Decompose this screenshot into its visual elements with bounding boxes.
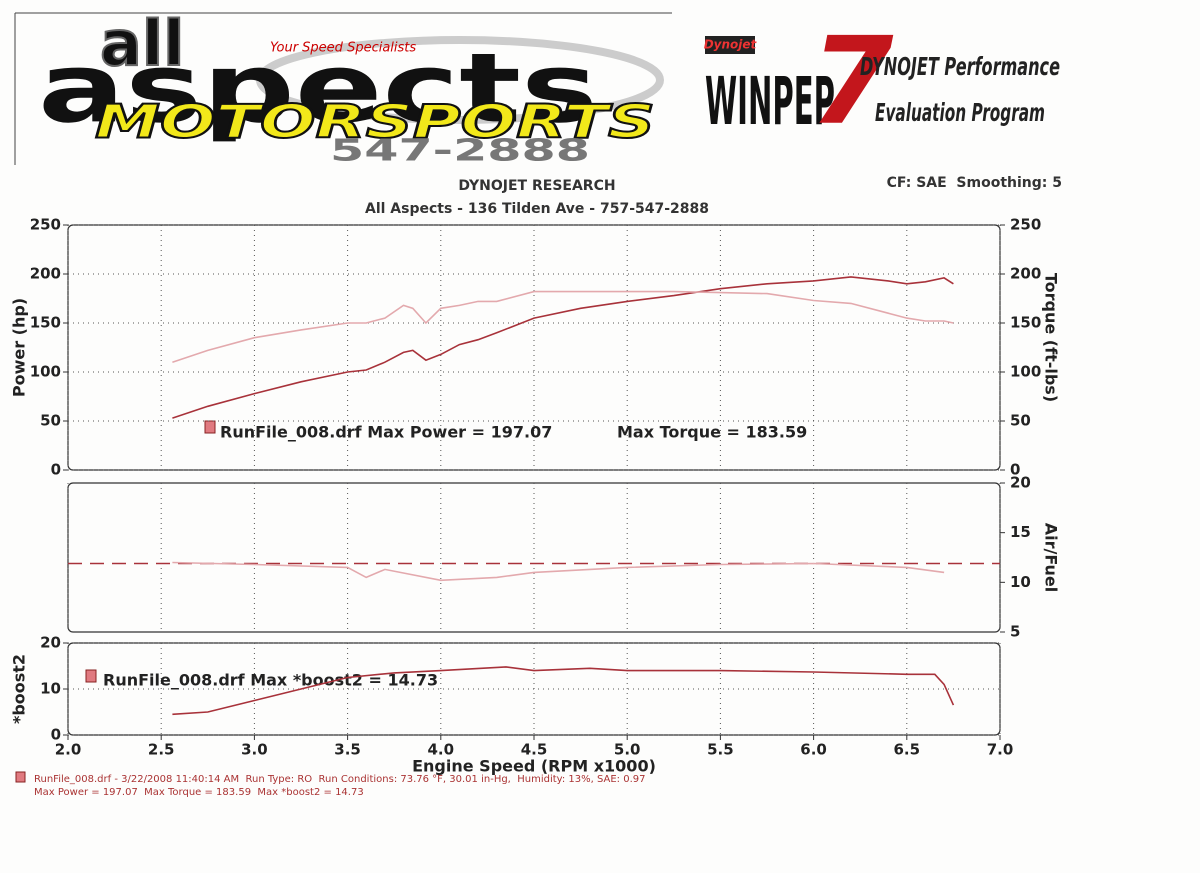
y2-axis-label: Torque (ft-lbs) (1042, 273, 1061, 402)
x-tick-label: 4.5 (521, 741, 548, 759)
y2-tick-label: 10 (1010, 573, 1031, 591)
logo-phone: 547-2888 (330, 134, 590, 169)
x-tick-label: 5.0 (614, 741, 641, 759)
winpep-version: 7 (810, 13, 894, 152)
x-axis-label: Engine Speed (RPM x1000) (412, 757, 656, 776)
y-tick-label: 250 (30, 216, 61, 234)
data-line (172, 290, 954, 363)
logo-swoosh (256, 36, 664, 124)
winpep-name: WINPEP (705, 63, 835, 140)
y2-tick-label: 50 (1010, 412, 1031, 430)
y-tick-label: 200 (30, 265, 61, 283)
data-line (172, 561, 945, 582)
chart-title: DYNOJET RESEARCH (458, 178, 615, 194)
y2-tick-label: 200 (1010, 265, 1041, 283)
y-tick-label: 10 (40, 680, 61, 698)
y2-tick-label: 15 (1010, 523, 1031, 541)
x-tick-label: 6.0 (800, 741, 827, 759)
y2-tick-label: 150 (1010, 314, 1041, 332)
y2-tick-label: 250 (1010, 216, 1041, 234)
logo-small: all (100, 7, 184, 80)
y-axis-label: *boost2 (10, 654, 29, 724)
chart-subtitle: All Aspects - 136 Tilden Ave - 757-547-2… (365, 201, 709, 217)
y-tick-label: 50 (40, 412, 61, 430)
y2-tick-label: 5 (1010, 623, 1020, 641)
logo-big: aspects (38, 32, 598, 144)
legend-marker (15, 771, 26, 783)
data-line (172, 276, 954, 419)
y-tick-label: 100 (30, 363, 61, 381)
x-tick-label: 2.5 (148, 741, 175, 759)
y2-axis-label: Air/Fuel (1042, 523, 1061, 592)
logo-border (14, 12, 672, 165)
y-tick-label: 0 (51, 726, 61, 744)
x-tick-label: 5.5 (707, 741, 734, 759)
winpep-logo: Dynojet WINPEP 7 DYNOJET Performance Eva… (704, 13, 1060, 152)
x-tick-label: 7.0 (987, 741, 1014, 759)
x-tick-label: 4.0 (428, 741, 455, 759)
y-tick-label: 150 (30, 314, 61, 332)
y2-tick-label: 0 (1010, 461, 1020, 479)
footer-line: RunFile_008.drf - 3/22/2008 11:40:14 AM … (34, 774, 645, 785)
footer-line: Max Power = 197.07 Max Torque = 183.59 M… (34, 787, 364, 798)
logo-motorsports: MOTORSPORTS (95, 95, 655, 149)
legend-marker (204, 420, 216, 434)
y-tick-label: 0 (51, 461, 61, 479)
x-tick-label: 2.0 (55, 741, 82, 759)
y2-tick-label: 100 (1010, 363, 1041, 381)
x-tick-label: 3.5 (334, 741, 361, 759)
x-tick-label: 3.0 (241, 741, 268, 759)
y-axis-label: Power (hp) (10, 298, 29, 397)
annotation: Max Torque = 183.59 (617, 423, 807, 442)
winpep-brand: Dynojet (704, 38, 758, 52)
annotation: RunFile_008.drf Max *boost2 = 14.73 (103, 671, 438, 690)
y-tick-label: 20 (40, 634, 61, 652)
winpep-line1: DYNOJET Performance (860, 52, 1060, 81)
x-tick-label: 6.5 (894, 741, 921, 759)
legend-marker (85, 669, 97, 683)
data-line (172, 666, 955, 716)
brand-box (705, 36, 755, 54)
annotation: RunFile_008.drf Max Power = 197.07 (220, 423, 552, 442)
logo-slogan: Your Speed Specialists (270, 41, 416, 56)
y2-tick-label: 20 (1010, 474, 1031, 492)
winpep-line2: Evaluation Program (875, 98, 1045, 127)
logo: all Your Speed Specialists aspects MOTOR… (14, 6, 672, 169)
settings: CF: SAE Smoothing: 5 (887, 175, 1062, 191)
